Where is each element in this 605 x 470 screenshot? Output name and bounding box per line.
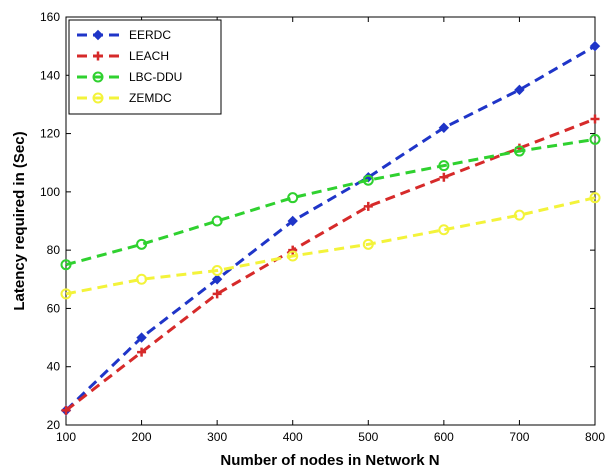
data-point-zemdc [513, 209, 525, 221]
data-point-lbc-ddu [136, 238, 148, 250]
data-point-zemdc [136, 273, 148, 285]
data-point-zemdc [438, 224, 450, 236]
y-tick-label: 100 [40, 185, 60, 199]
data-point-eerdc [287, 215, 298, 227]
x-tick-label: 400 [283, 430, 303, 444]
data-point-eerdc [589, 40, 601, 52]
y-tick-label: 40 [47, 360, 61, 374]
series-zemdc [60, 192, 601, 300]
y-tick-label: 20 [47, 418, 61, 432]
y-tick-label: 160 [40, 10, 60, 24]
legend-item-leach: LEACH [77, 49, 169, 63]
x-tick-label: 600 [434, 430, 454, 444]
data-point-lbc-ddu [589, 133, 601, 145]
data-point-lbc-ddu [438, 160, 450, 172]
data-point-lbc-ddu [60, 259, 72, 271]
y-axis-title: Latency required in (Sec) [11, 131, 28, 310]
data-point-zemdc [211, 265, 223, 277]
legend-label: LBC-DDU [129, 70, 182, 84]
data-point-eerdc [514, 84, 525, 96]
data-point-zemdc [60, 288, 72, 300]
data-point-zemdc [362, 238, 374, 250]
legend-marker [93, 51, 103, 61]
data-point-leach [212, 289, 222, 299]
x-tick-label: 700 [509, 430, 529, 444]
legend-label: LEACH [129, 49, 169, 63]
x-tick-label: 500 [358, 430, 378, 444]
data-point-zemdc [287, 250, 299, 262]
legend-label: ZEMDC [129, 91, 172, 105]
data-point-leach [137, 347, 147, 357]
data-point-leach [61, 405, 71, 415]
data-point-lbc-ddu [362, 174, 374, 186]
y-tick-label: 60 [47, 301, 61, 315]
data-point-eerdc [136, 332, 147, 343]
series-line-zemdc [65, 196, 596, 296]
legend-item-lbc-ddu: LBC-DDU [77, 70, 182, 84]
x-tick-label: 100 [56, 430, 76, 444]
data-point-leach [288, 245, 298, 255]
data-point-lbc-ddu [211, 215, 223, 227]
x-tick-label: 300 [207, 430, 227, 444]
series-line-eerdc [64, 44, 596, 412]
y-tick-label: 120 [40, 127, 60, 141]
data-point-leach [439, 172, 449, 182]
x-axis-title: Number of nodes in Network N [220, 452, 439, 469]
legend-label: EERDC [129, 28, 171, 42]
legend-marker [92, 29, 104, 41]
x-tick-label: 800 [585, 430, 605, 444]
y-tick-label: 140 [40, 68, 60, 82]
data-point-lbc-ddu [513, 145, 525, 157]
series-layer [60, 40, 601, 416]
legend-item-zemdc: ZEMDC [77, 91, 172, 105]
data-point-eerdc [438, 122, 450, 133]
axis-ticks: 100 200 300 400 500 600 700 800 20 40 60 80 100 120 14… [40, 10, 605, 444]
data-point-eerdc [211, 274, 223, 285]
legend-item-eerdc: EERDC [77, 28, 171, 42]
series-line-lbc-ddu [65, 137, 596, 267]
x-tick-label: 200 [132, 430, 152, 444]
legend-marker [92, 71, 104, 83]
data-point-leach [363, 201, 373, 211]
legend: EERDC LEACH LBC-DDU ZEMDC [68, 19, 222, 115]
data-point-zemdc [589, 192, 601, 204]
data-point-leach [590, 114, 600, 124]
series-lbc-ddu [60, 133, 601, 271]
data-point-lbc-ddu [287, 192, 299, 204]
legend-marker [92, 92, 104, 104]
y-tick-label: 80 [47, 243, 61, 257]
